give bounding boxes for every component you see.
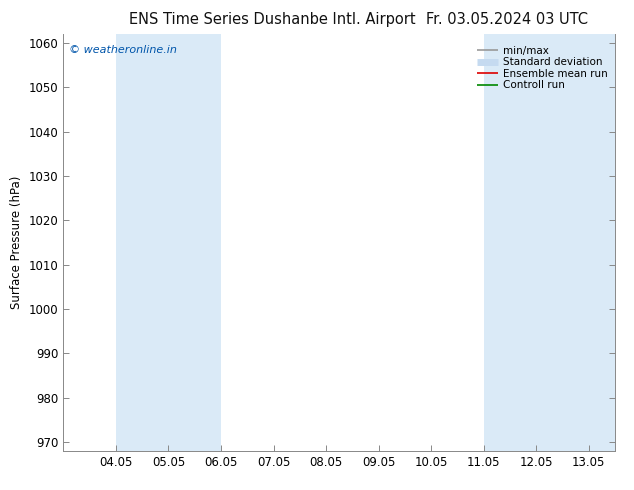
Legend: min/max, Standard deviation, Ensemble mean run, Controll run: min/max, Standard deviation, Ensemble me… (475, 44, 610, 93)
Bar (484, 34, 536, 451)
Text: ENS Time Series Dushanbe Intl. Airport: ENS Time Series Dushanbe Intl. Airport (129, 12, 416, 27)
Bar (589, 34, 620, 451)
Y-axis label: Surface Pressure (hPa): Surface Pressure (hPa) (10, 176, 23, 309)
Bar (169, 34, 221, 451)
Text: © weatheronline.in: © weatheronline.in (69, 45, 177, 55)
Text: Fr. 03.05.2024 03 UTC: Fr. 03.05.2024 03 UTC (426, 12, 588, 27)
Bar (536, 34, 589, 451)
Bar (116, 34, 169, 451)
